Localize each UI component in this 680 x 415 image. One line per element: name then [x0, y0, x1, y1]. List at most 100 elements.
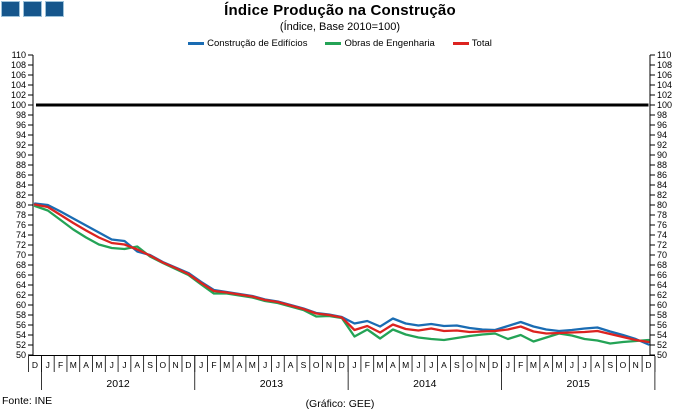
- logo-square: [1, 1, 20, 17]
- y-tick-label-left: 64: [16, 280, 26, 290]
- y-tick-label-left: 62: [16, 290, 26, 300]
- y-tick-label-left: 74: [16, 230, 26, 240]
- month-label: A: [595, 360, 601, 370]
- month-label: A: [543, 360, 549, 370]
- month-label: J: [199, 360, 203, 370]
- month-label: F: [518, 360, 523, 370]
- y-tick-label-right: 98: [657, 110, 667, 120]
- y-tick-label-right: 68: [657, 260, 667, 270]
- y-tick-label-right: 66: [657, 270, 667, 280]
- year-label: 2015: [567, 378, 591, 390]
- y-tick-label-right: 110: [657, 50, 671, 60]
- y-tick-label-right: 82: [657, 190, 667, 200]
- month-label: N: [479, 360, 485, 370]
- month-label: A: [134, 360, 140, 370]
- y-tick-label-right: 88: [657, 160, 667, 170]
- y-tick-label-left: 90: [16, 150, 26, 160]
- y-tick-label-left: 106: [11, 70, 26, 80]
- y-tick-label-right: 92: [657, 140, 667, 150]
- y-tick-label-right: 100: [657, 100, 672, 110]
- month-label: J: [263, 360, 267, 370]
- month-label: O: [160, 360, 167, 370]
- y-tick-label-left: 58: [16, 310, 26, 320]
- y-tick-label-right: 74: [657, 230, 667, 240]
- y-tick-label-left: 66: [16, 270, 26, 280]
- y-tick-label-left: 72: [16, 240, 26, 250]
- month-label: S: [301, 360, 307, 370]
- month-label: N: [173, 360, 179, 370]
- y-tick-label-right: 60: [657, 300, 667, 310]
- chart-legend: Construção de Edifícios Obras de Engenha…: [0, 38, 680, 49]
- y-tick-label-right: 76: [657, 220, 667, 230]
- y-tick-label-right: 56: [657, 320, 667, 330]
- y-tick-label-right: 50: [657, 350, 667, 360]
- y-tick-label-left: 92: [16, 140, 26, 150]
- month-label: J: [352, 360, 356, 370]
- credit-note: (Gráfico: GEE): [305, 398, 375, 410]
- month-label: F: [58, 360, 63, 370]
- legend-label: Total: [471, 38, 492, 49]
- y-tick-label-left: 100: [11, 100, 26, 110]
- month-label: M: [402, 360, 409, 370]
- month-label: M: [95, 360, 102, 370]
- y-tick-label-left: 96: [16, 120, 26, 130]
- legend-item-edificios: Construção de Edifícios: [188, 38, 307, 49]
- y-tick-label-right: 90: [657, 150, 667, 160]
- legend-line-swatch-blue: [188, 42, 205, 45]
- y-tick-label-left: 54: [16, 330, 26, 340]
- month-label: J: [122, 360, 126, 370]
- month-label: J: [506, 360, 510, 370]
- month-label: S: [607, 360, 613, 370]
- y-tick-label-right: 106: [657, 70, 672, 80]
- month-label: J: [416, 360, 420, 370]
- series-line-1: [33, 204, 650, 345]
- y-tick-label-right: 86: [657, 170, 667, 180]
- month-label: J: [276, 360, 280, 370]
- legend-line-swatch-green: [325, 42, 342, 45]
- month-label: D: [492, 360, 498, 370]
- y-tick-label-left: 56: [16, 320, 26, 330]
- y-tick-label-left: 76: [16, 220, 26, 230]
- y-tick-label-right: 64: [657, 280, 667, 290]
- y-tick-label-left: 88: [16, 160, 26, 170]
- month-label: A: [441, 360, 447, 370]
- y-tick-label-right: 108: [657, 60, 672, 70]
- month-label: M: [223, 360, 230, 370]
- month-label: O: [466, 360, 473, 370]
- month-label: S: [454, 360, 460, 370]
- y-tick-label-left: 102: [11, 90, 26, 100]
- y-tick-label-right: 72: [657, 240, 667, 250]
- y-tick-label-right: 58: [657, 310, 667, 320]
- y-tick-label-left: 86: [16, 170, 26, 180]
- y-tick-label-right: 80: [657, 200, 667, 210]
- month-label: D: [339, 360, 345, 370]
- month-label: J: [429, 360, 433, 370]
- y-tick-label-left: 104: [11, 80, 26, 90]
- y-tick-label-left: 110: [12, 50, 26, 60]
- y-tick-label-left: 60: [16, 300, 26, 310]
- y-tick-label-left: 78: [16, 210, 26, 220]
- month-label: D: [32, 360, 38, 370]
- y-tick-label-right: 52: [657, 340, 667, 350]
- logo-square: [45, 1, 64, 17]
- y-tick-label-left: 80: [16, 200, 26, 210]
- legend-item-total: Total: [452, 38, 492, 49]
- y-tick-label-left: 108: [11, 60, 26, 70]
- y-tick-label-left: 82: [16, 190, 26, 200]
- month-label: O: [313, 360, 320, 370]
- month-label: A: [390, 360, 396, 370]
- month-label: N: [326, 360, 332, 370]
- month-label: M: [530, 360, 537, 370]
- month-label: A: [288, 360, 294, 370]
- month-label: F: [365, 360, 370, 370]
- chart-title: Índice Produção na Construção: [224, 2, 456, 19]
- y-tick-label-right: 102: [657, 90, 672, 100]
- month-label: A: [83, 360, 89, 370]
- y-tick-label-right: 84: [657, 180, 667, 190]
- y-tick-label-left: 84: [16, 180, 26, 190]
- y-tick-label-right: 54: [657, 330, 667, 340]
- legend-label: Obras de Engenharia: [344, 38, 435, 49]
- month-label: A: [237, 360, 243, 370]
